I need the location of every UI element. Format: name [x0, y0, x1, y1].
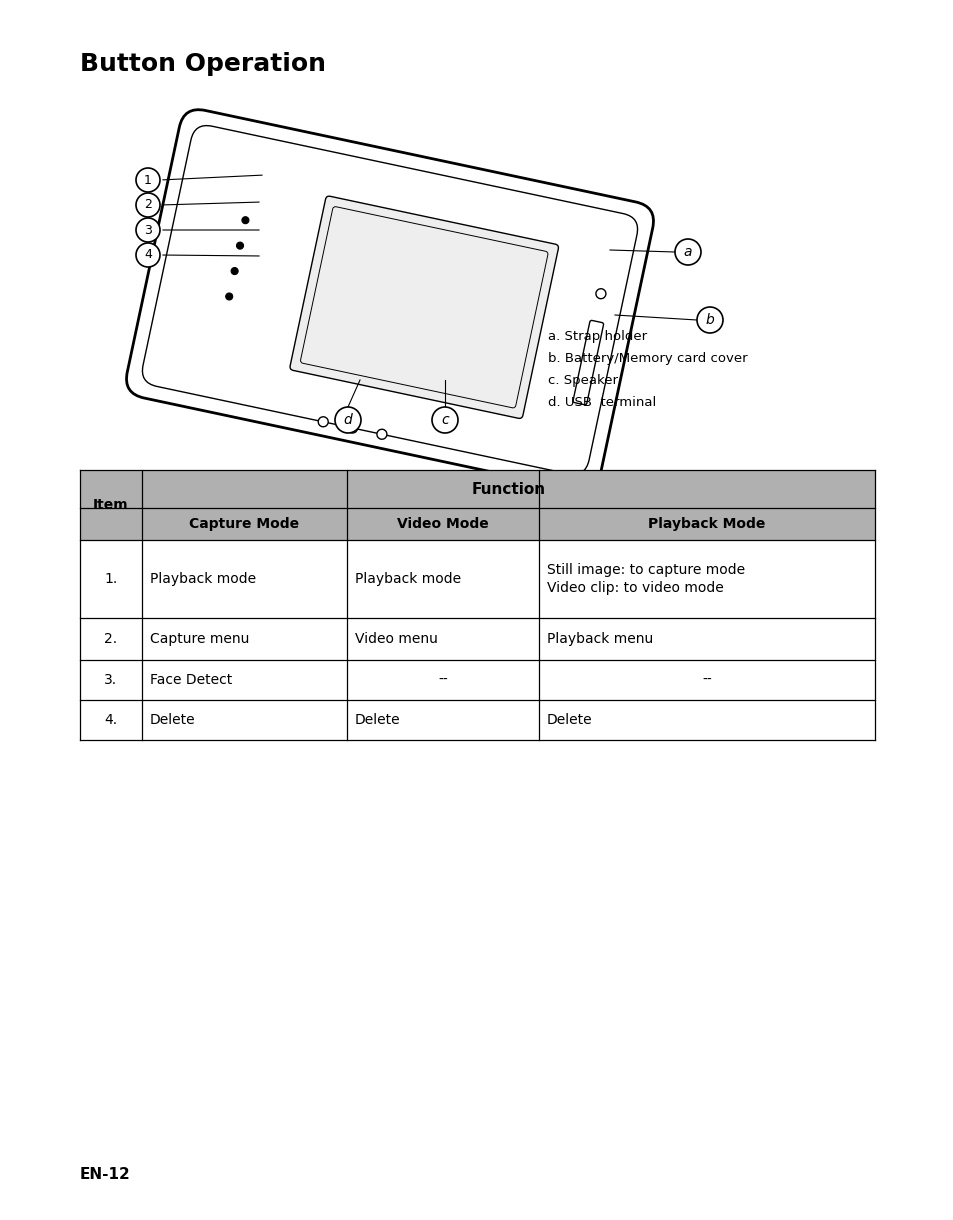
Text: 3: 3 — [144, 223, 152, 237]
FancyBboxPatch shape — [142, 126, 637, 475]
Bar — [142, 508, 347, 540]
Text: --: -- — [437, 673, 447, 687]
Text: 3.: 3. — [104, 673, 117, 687]
Text: 4.: 4. — [104, 712, 117, 727]
Circle shape — [236, 242, 243, 249]
Text: Delete: Delete — [355, 712, 400, 727]
Circle shape — [335, 407, 360, 433]
Circle shape — [226, 293, 233, 300]
Bar — [80, 470, 142, 540]
Circle shape — [675, 239, 700, 265]
Text: b. Battery/Memory card cover: b. Battery/Memory card cover — [547, 353, 747, 365]
Text: 2: 2 — [144, 199, 152, 211]
Circle shape — [697, 307, 722, 333]
Bar — [142, 508, 347, 540]
Text: 4: 4 — [144, 249, 152, 261]
Text: Capture Mode: Capture Mode — [190, 517, 299, 531]
Circle shape — [347, 423, 357, 433]
Circle shape — [596, 289, 605, 299]
Text: d. USB  terminal: d. USB terminal — [547, 396, 656, 409]
Circle shape — [432, 407, 457, 433]
Bar — [538, 508, 874, 540]
FancyBboxPatch shape — [290, 196, 558, 418]
Text: Playback mode: Playback mode — [150, 572, 255, 586]
Text: 2.: 2. — [104, 632, 117, 647]
Circle shape — [136, 243, 160, 267]
Text: Video Mode: Video Mode — [396, 517, 488, 531]
Text: Capture menu: Capture menu — [150, 632, 249, 647]
Circle shape — [136, 168, 160, 192]
Text: 1: 1 — [144, 173, 152, 187]
Text: --: -- — [701, 673, 711, 687]
Text: Playback mode: Playback mode — [355, 572, 460, 586]
Text: Delete: Delete — [150, 712, 195, 727]
Bar — [347, 508, 538, 540]
Circle shape — [376, 429, 387, 439]
Text: EN-12: EN-12 — [80, 1168, 131, 1182]
Text: Video menu: Video menu — [355, 632, 437, 647]
Bar — [142, 470, 874, 508]
Circle shape — [318, 417, 328, 427]
Text: a: a — [683, 245, 692, 259]
Text: Delete: Delete — [546, 712, 592, 727]
Text: d: d — [343, 414, 352, 427]
Text: Face Detect: Face Detect — [150, 673, 232, 687]
Text: 1.: 1. — [104, 572, 117, 586]
Circle shape — [231, 267, 238, 274]
Text: c. Speaker: c. Speaker — [547, 375, 618, 387]
Text: Button Operation: Button Operation — [80, 52, 326, 76]
Text: Item: Item — [93, 498, 129, 512]
Bar — [538, 508, 874, 540]
FancyBboxPatch shape — [573, 321, 603, 405]
Circle shape — [136, 218, 160, 242]
Bar — [347, 508, 538, 540]
Text: Still image: to capture mode
Video clip: to video mode: Still image: to capture mode Video clip:… — [546, 562, 744, 595]
Circle shape — [242, 217, 249, 223]
Text: Function: Function — [471, 482, 545, 497]
Text: Playback menu: Playback menu — [546, 632, 653, 647]
Text: c: c — [440, 414, 448, 427]
Text: b: b — [705, 314, 714, 327]
Bar — [80, 508, 142, 540]
Text: a. Strap holder: a. Strap holder — [547, 329, 646, 343]
Circle shape — [136, 193, 160, 217]
FancyBboxPatch shape — [300, 206, 547, 407]
FancyBboxPatch shape — [127, 110, 653, 490]
Text: Playback Mode: Playback Mode — [648, 517, 765, 531]
